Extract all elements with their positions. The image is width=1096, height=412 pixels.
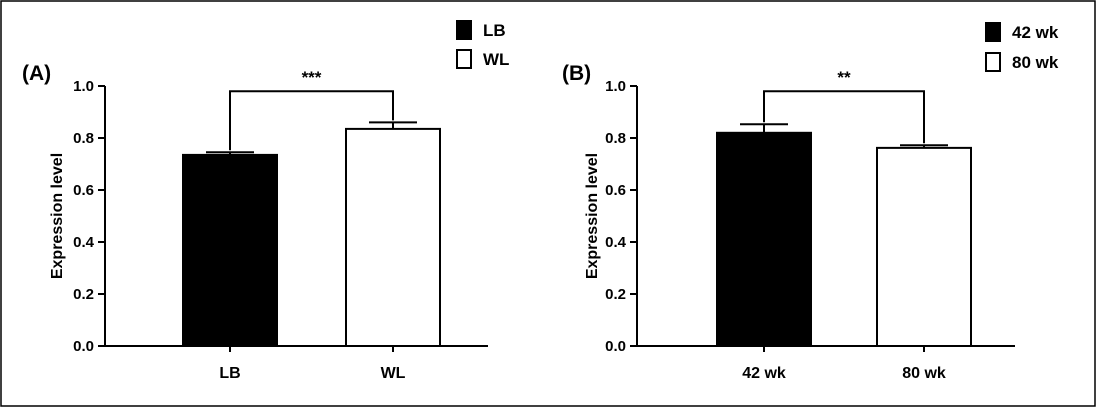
- x-tick-label: LB: [219, 365, 240, 382]
- significance-bracket: [763, 90, 925, 144]
- y-tick-label: 1.0: [605, 78, 626, 95]
- x-tick-label: 42 wk: [742, 365, 786, 382]
- y-tick-label: 0.4: [605, 234, 627, 251]
- x-tick-label: WL: [381, 365, 406, 382]
- legend-label: WL: [483, 50, 509, 69]
- y-tick-label: 0.6: [605, 182, 626, 199]
- significance-label: ***: [302, 68, 322, 87]
- significance-bracket: [229, 90, 394, 151]
- bar: [716, 131, 812, 347]
- panel-label: (B): [562, 62, 591, 85]
- legend-swatch: [456, 49, 472, 69]
- y-axis-title: Expression level: [49, 153, 66, 279]
- y-axis-title: Expression level: [584, 153, 601, 279]
- x-tick-label: 80 wk: [902, 365, 946, 382]
- y-tick-label: 0.4: [73, 234, 95, 251]
- bar: [182, 153, 278, 347]
- y-tick-label: 0.2: [73, 286, 94, 303]
- bar: [876, 146, 972, 347]
- legend-label: 42 wk: [1012, 23, 1059, 42]
- y-tick-label: 0.0: [73, 338, 94, 355]
- panel-label: (A): [22, 62, 51, 85]
- y-tick-label: 0.2: [605, 286, 626, 303]
- bar: [345, 127, 441, 347]
- y-tick-label: 0.8: [605, 130, 626, 147]
- y-tick-label: 0.6: [73, 182, 94, 199]
- y-tick-label: 0.0: [605, 338, 626, 355]
- significance-label: **: [837, 68, 851, 87]
- y-tick-label: 0.8: [73, 130, 94, 147]
- legend-label: 80 wk: [1012, 53, 1059, 72]
- legend-swatch: [456, 20, 472, 40]
- legend-swatch: [985, 52, 1001, 72]
- legend-swatch: [985, 22, 1001, 42]
- legend-label: LB: [483, 21, 506, 40]
- y-tick-label: 1.0: [73, 78, 94, 95]
